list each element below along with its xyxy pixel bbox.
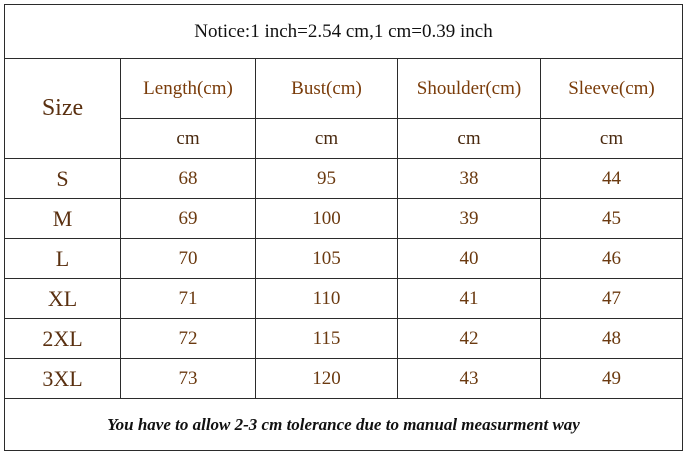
measure-cell: 100 — [255, 198, 398, 239]
measure-cell: 38 — [397, 158, 541, 199]
unit-cell: cm — [120, 118, 256, 159]
measure-cell: 40 — [397, 238, 541, 279]
data-row: XL 71 110 41 47 — [4, 278, 683, 319]
measure-cell: 70 — [120, 238, 256, 279]
footer-note: You have to allow 2-3 cm tolerance due t… — [4, 398, 683, 451]
unit-cell: cm — [540, 118, 683, 159]
size-table: Notice:1 inch=2.54 cm,1 cm=0.39 inch Siz… — [4, 4, 683, 451]
data-row: M 69 100 39 45 — [4, 198, 683, 239]
measure-cell: 71 — [120, 278, 256, 319]
measure-cell: 47 — [540, 278, 683, 319]
table-body: Notice:1 inch=2.54 cm,1 cm=0.39 inch Siz… — [4, 4, 683, 451]
measure-cell: 39 — [397, 198, 541, 239]
measure-cell: 41 — [397, 278, 541, 319]
measure-cell: 110 — [255, 278, 398, 319]
data-row: L 70 105 40 46 — [4, 238, 683, 279]
size-label: 3XL — [4, 358, 121, 399]
footer-row: You have to allow 2-3 cm tolerance due t… — [4, 398, 683, 451]
size-header: Size — [4, 58, 121, 159]
measure-cell: 48 — [540, 318, 683, 359]
measure-cell: 45 — [540, 198, 683, 239]
size-label: XL — [4, 278, 121, 319]
column-header: Sleeve(cm) — [540, 58, 683, 119]
size-label: S — [4, 158, 121, 199]
size-label: M — [4, 198, 121, 239]
measure-cell: 95 — [255, 158, 398, 199]
measure-cell: 49 — [540, 358, 683, 399]
measure-cell: 72 — [120, 318, 256, 359]
unit-row: cm cm cm cm — [5, 118, 683, 159]
measure-cell: 46 — [540, 238, 683, 279]
measure-cell: 73 — [120, 358, 256, 399]
notice-row: Notice:1 inch=2.54 cm,1 cm=0.39 inch — [4, 4, 683, 59]
size-label: 2XL — [4, 318, 121, 359]
column-header: Bust(cm) — [255, 58, 398, 119]
data-row: 2XL 72 115 42 48 — [4, 318, 683, 359]
measure-cell: 42 — [397, 318, 541, 359]
unit-cell: cm — [397, 118, 541, 159]
data-row: 3XL 73 120 43 49 — [4, 358, 683, 399]
column-header: Length(cm) — [120, 58, 256, 119]
measure-cell: 43 — [397, 358, 541, 399]
notice: Notice:1 inch=2.54 cm,1 cm=0.39 inch — [4, 4, 683, 59]
measure-cell: 69 — [120, 198, 256, 239]
unit-cell: cm — [255, 118, 398, 159]
measure-cell: 68 — [120, 158, 256, 199]
measure-cell: 120 — [255, 358, 398, 399]
measure-cell: 115 — [255, 318, 398, 359]
column-header: Shoulder(cm) — [397, 58, 541, 119]
measure-cell: 105 — [255, 238, 398, 279]
data-row: S 68 95 38 44 — [4, 158, 683, 199]
size-label: L — [4, 238, 121, 279]
measure-cell: 44 — [540, 158, 683, 199]
header-row: Size Length(cm) Bust(cm) Shoulder(cm) Sleeve… — [4, 58, 683, 159]
